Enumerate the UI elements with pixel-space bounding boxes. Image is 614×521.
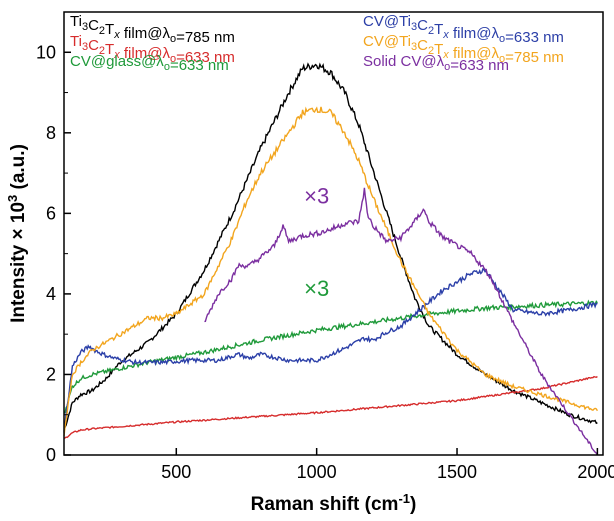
y-tick-label-3: 6 (46, 203, 56, 223)
annotations: ×3 ×3 (304, 183, 329, 301)
legend-entry-s1: Ti3C2Tx film@λo=633 nm (70, 33, 235, 66)
y-tick-label-1: 2 (46, 364, 56, 384)
legend-entry-s4: CV@Ti3C2Tx film@λo=785 nm (363, 33, 564, 66)
axes-layer: 500 1000 1500 2000 0 2 4 6 8 10 Raman shift (cm-1)… (5, 42, 614, 515)
legend-entry-s0: Ti3C2Tx film@λo=785 nm (70, 13, 235, 46)
series-line-2 (63, 299, 598, 414)
x-tick-label-1: 1000 (297, 462, 337, 482)
y-tick-label-5: 10 (36, 42, 56, 62)
y-tick-label-4: 8 (46, 123, 56, 143)
legend-entry-s3: CV@Ti3C2Tx film@λo=633 nm (363, 13, 564, 46)
x-axis-title: Raman shift (cm-1) (251, 491, 417, 515)
x-tick-label-2: 1500 (437, 462, 477, 482)
y-tick-label-2: 4 (46, 284, 56, 304)
legend-entry-s2: CV@glass@λo=633 nm (70, 53, 229, 74)
annotation-x3-0: ×3 (304, 183, 329, 208)
plot-frame (63, 11, 604, 456)
series-layer (63, 62, 599, 456)
series-line-1 (63, 375, 598, 439)
series-line-4 (63, 106, 598, 437)
x-tick-label-0: 500 (161, 462, 191, 482)
legend-entry-s5: Solid CV@λo=633 nm (363, 53, 509, 74)
annotation-x3-1: ×3 (304, 276, 329, 301)
series-line-5 (204, 187, 599, 456)
y-tick-label-0: 0 (46, 445, 56, 465)
x-tick-label-3: 2000 (577, 462, 614, 482)
series-line-0 (63, 62, 598, 432)
y-axis-title: Intensity × 103 (a.u.) (5, 144, 29, 323)
series-line-3 (63, 267, 598, 433)
